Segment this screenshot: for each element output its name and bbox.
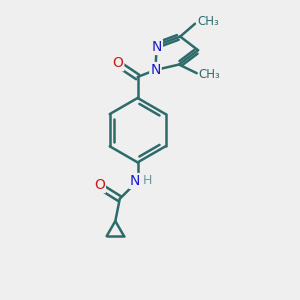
Text: N: N <box>152 40 162 54</box>
Text: CH₃: CH₃ <box>199 68 220 81</box>
Text: CH₃: CH₃ <box>197 15 219 28</box>
Text: N: N <box>150 63 161 77</box>
Text: O: O <box>112 56 123 70</box>
Text: N: N <box>130 174 140 188</box>
Text: H: H <box>142 175 152 188</box>
Text: O: O <box>94 178 105 192</box>
